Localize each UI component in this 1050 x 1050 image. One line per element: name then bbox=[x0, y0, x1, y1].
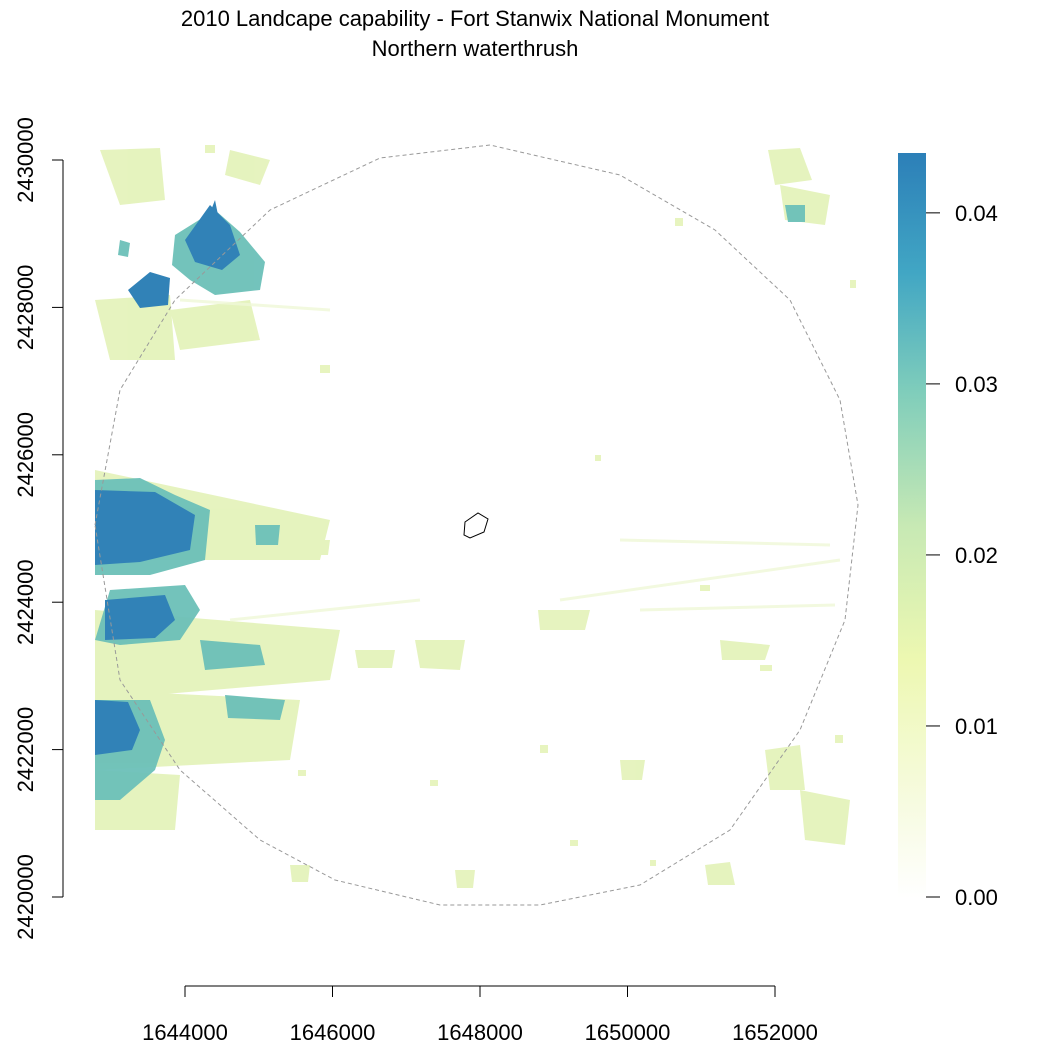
legend-tick-label: 0.04 bbox=[955, 201, 998, 226]
y-tick-label: 2422000 bbox=[13, 707, 38, 793]
y-tick-label: 2426000 bbox=[13, 412, 38, 498]
map-title: 2010 Landcape capability - Fort Stanwix … bbox=[180, 6, 770, 31]
y-axis: 2420000 2422000 2424000 2426000 2428000 24300… bbox=[13, 117, 64, 940]
park-boundary-outline bbox=[463, 512, 489, 539]
x-axis: 1644000 1646000 1648000 1650000 1652000 bbox=[142, 985, 818, 1045]
y-tick-label: 2420000 bbox=[13, 854, 38, 940]
x-tick-label: 1652000 bbox=[732, 1020, 818, 1045]
legend-tick-label: 0.00 bbox=[955, 885, 998, 910]
legend-tick-label: 0.02 bbox=[955, 543, 998, 568]
x-tick-label: 1650000 bbox=[585, 1020, 671, 1045]
y-tick-label: 2428000 bbox=[13, 265, 38, 351]
buffer-outline bbox=[94, 144, 859, 906]
y-tick-label: 2430000 bbox=[13, 117, 38, 203]
x-tick-label: 1646000 bbox=[290, 1020, 376, 1045]
legend-tick-label: 0.01 bbox=[955, 714, 998, 739]
legend-tick-label: 0.03 bbox=[955, 372, 998, 397]
legend-colorbar bbox=[898, 153, 926, 898]
x-tick-label: 1644000 bbox=[142, 1020, 228, 1045]
color-legend: 0.00 0.01 0.02 0.03 0.04 bbox=[898, 153, 998, 910]
map-subtitle: Northern waterthrush bbox=[371, 36, 579, 61]
y-tick-label: 2424000 bbox=[13, 559, 38, 645]
x-tick-label: 1648000 bbox=[437, 1020, 523, 1045]
capability-raster bbox=[95, 145, 856, 888]
